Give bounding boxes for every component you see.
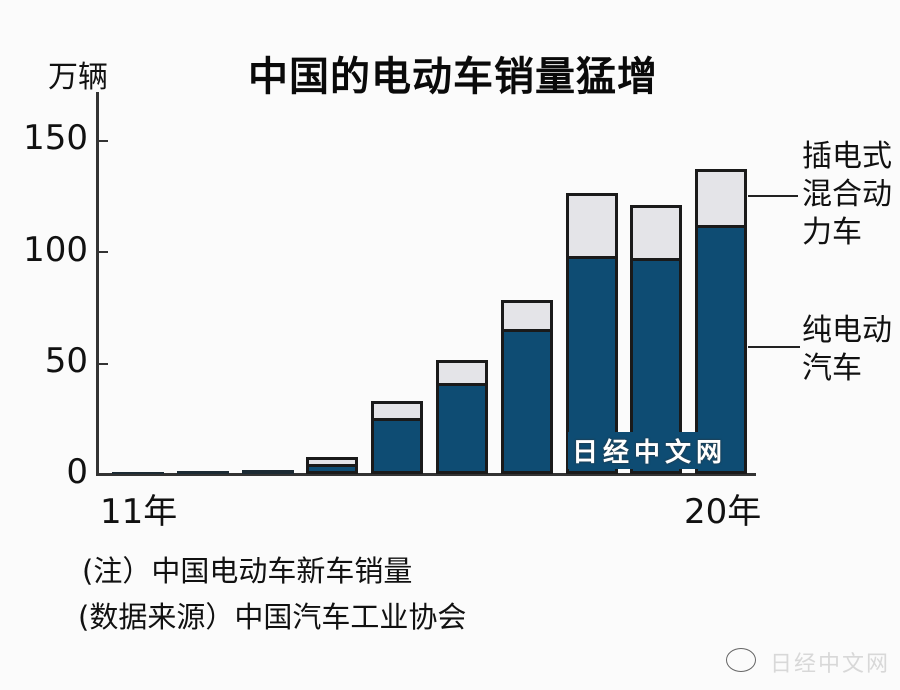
bar-2017 xyxy=(500,300,553,474)
legend-bev: 纯电动 汽车 xyxy=(802,312,892,388)
bar-segment-bev xyxy=(176,471,229,474)
bar-segment-phev xyxy=(500,300,553,333)
bar-segment-bev xyxy=(306,463,359,474)
bev-leader-line xyxy=(748,346,800,348)
bar-2012 xyxy=(176,471,229,474)
y-tick-150 xyxy=(96,140,108,142)
legend-phev-line-2: 混合动 xyxy=(802,177,892,212)
x-label-start: 11年 xyxy=(100,492,178,532)
x-label-end: 20年 xyxy=(684,492,762,532)
corner-watermark: 日经中文网 xyxy=(770,652,891,677)
bar-2015 xyxy=(371,400,424,474)
bar-segment-phev xyxy=(695,168,748,228)
bar-2013 xyxy=(241,469,294,474)
bar-segment-bev xyxy=(371,418,424,474)
bar-segment-phev xyxy=(371,400,424,422)
y-tick-label-150: 150 xyxy=(23,118,88,158)
bar-2011 xyxy=(112,472,164,474)
phev-leader-line xyxy=(748,195,798,197)
legend-bev-line-1: 纯电动 xyxy=(802,313,892,348)
bar-2014 xyxy=(306,457,359,474)
bar-2020 xyxy=(695,168,748,474)
weibo-logo-icon xyxy=(726,648,756,672)
chart-note: (注）中国电动车新车销量 xyxy=(82,554,413,588)
in-chart-watermark: 日经中文网 xyxy=(568,432,732,469)
bar-segment-bev xyxy=(500,329,553,474)
y-tick-label-50: 50 xyxy=(44,341,88,381)
legend-phev-line-3: 力车 xyxy=(802,215,862,250)
y-tick-100 xyxy=(96,251,108,253)
bar-2016 xyxy=(436,360,488,474)
y-axis-unit-label: 万辆 xyxy=(48,60,108,95)
legend-phev: 插电式 混合动 力车 xyxy=(802,138,892,252)
y-axis-line xyxy=(96,92,99,476)
bar-segment-bev xyxy=(112,472,164,474)
y-tick-label-100: 100 xyxy=(23,230,88,270)
y-tick-50 xyxy=(96,363,108,365)
chart-title: 中国的电动车销量猛增 xyxy=(248,54,658,100)
bar-segment-bev xyxy=(241,469,294,474)
bar-segment-phev xyxy=(630,204,683,261)
bar-segment-bev xyxy=(436,382,488,474)
bar-segment-phev xyxy=(565,193,618,259)
data-source-note: (数据来源）中国汽车工业协会 xyxy=(78,600,467,634)
legend-phev-line-1: 插电式 xyxy=(802,139,892,174)
bar-segment-phev xyxy=(306,457,359,467)
y-tick-label-0: 0 xyxy=(66,452,88,492)
x-axis-line xyxy=(96,473,756,476)
legend-bev-line-2: 汽车 xyxy=(802,351,862,386)
bar-segment-phev xyxy=(436,360,488,386)
